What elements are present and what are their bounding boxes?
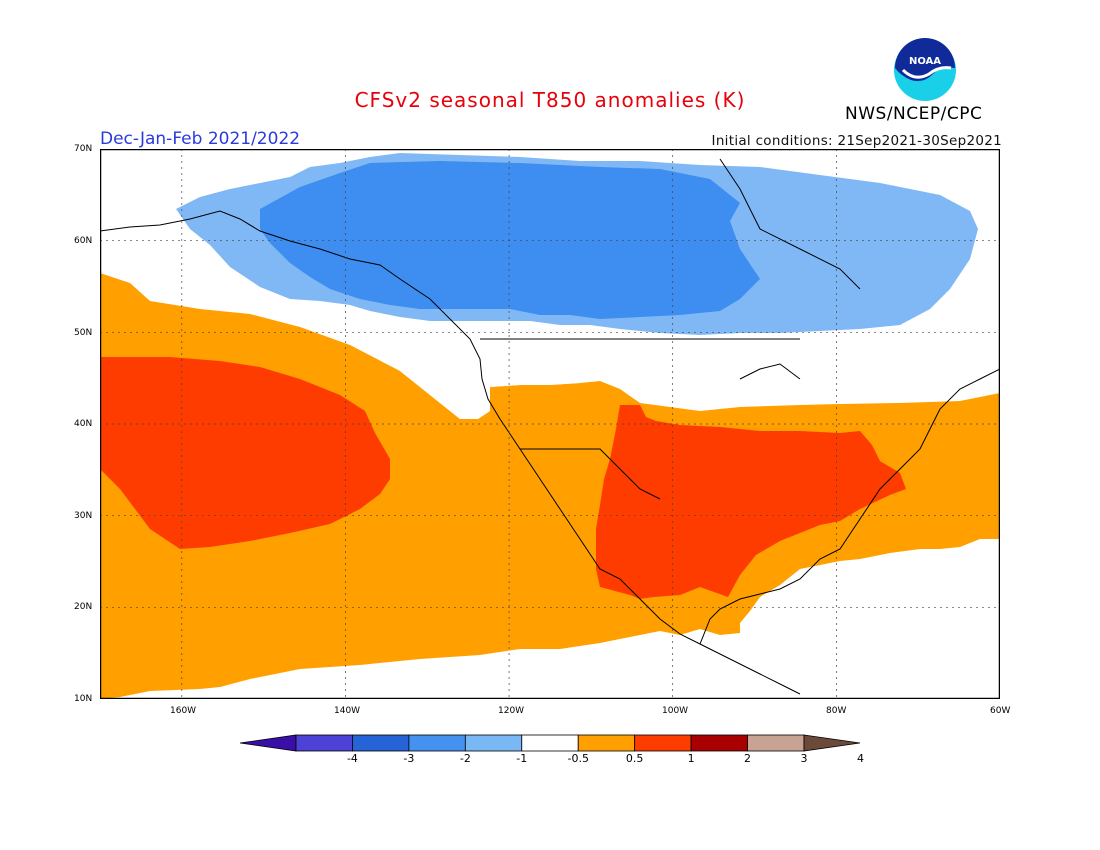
lon-label: 140W (334, 706, 361, 716)
colorbar-swatch (240, 734, 297, 752)
lat-label: 70N (74, 144, 93, 154)
lon-label: 160W (170, 706, 197, 716)
lat-label: 20N (74, 602, 93, 612)
coastlines (100, 158, 1000, 695)
logo-text: NOAA (909, 56, 941, 67)
colorbar (240, 734, 860, 752)
colorbar-swatch (408, 734, 466, 752)
graticule (100, 149, 1000, 699)
lat-label: 30N (74, 511, 93, 521)
initial-conditions-label: Initial conditions: 21Sep2021-30Sep2021 (711, 133, 1002, 149)
agency-label: NWS/NCEP/CPC (845, 104, 983, 124)
lat-label: 40N (74, 419, 93, 429)
colorbar-label: -2 (459, 752, 471, 765)
season-label: Dec-Jan-Feb 2021/2022 (100, 129, 301, 149)
lon-label: 120W (498, 706, 525, 716)
strong-warm-us (596, 405, 906, 599)
colorbar-label: -3 (403, 752, 415, 765)
warm-anomaly-region (100, 273, 1000, 699)
colorbar-swatch (747, 734, 805, 752)
colorbar-label: 0.5 (625, 752, 644, 765)
colorbar-label: 1 (687, 752, 695, 765)
lon-label: 100W (662, 706, 689, 716)
colorbar-swatch (464, 734, 523, 752)
lon-label: 80W (826, 706, 847, 716)
anomaly-map (100, 149, 1000, 699)
colorbar-swatch (577, 734, 636, 752)
colorbar-label: -4 (346, 752, 358, 765)
colorbar-swatch (634, 734, 692, 752)
lon-label: 60W (990, 706, 1011, 716)
colorbar-swatch (352, 734, 410, 752)
colorbar-label: 2 (744, 752, 752, 765)
lat-label: 60N (74, 236, 93, 246)
noaa-logo: NOAA (894, 38, 956, 101)
colorbar-swatch (521, 734, 579, 752)
colorbar-label: 3 (800, 752, 808, 765)
moderate-cold-region (260, 161, 760, 319)
lat-label: 10N (74, 694, 93, 704)
neutral-region (400, 337, 580, 419)
strong-warm-pacific (100, 357, 390, 549)
lat-label: 50N (74, 328, 93, 338)
colorbar-swatch (690, 734, 748, 752)
colorbar-label: -0.5 (567, 752, 589, 765)
colorbar-swatch (803, 734, 860, 752)
colorbar-swatch (295, 734, 353, 752)
colorbar-label: 4 (856, 752, 864, 765)
colorbar-label: -1 (516, 752, 528, 765)
map-title: CFSv2 seasonal T850 anomalies (K) (354, 88, 746, 112)
